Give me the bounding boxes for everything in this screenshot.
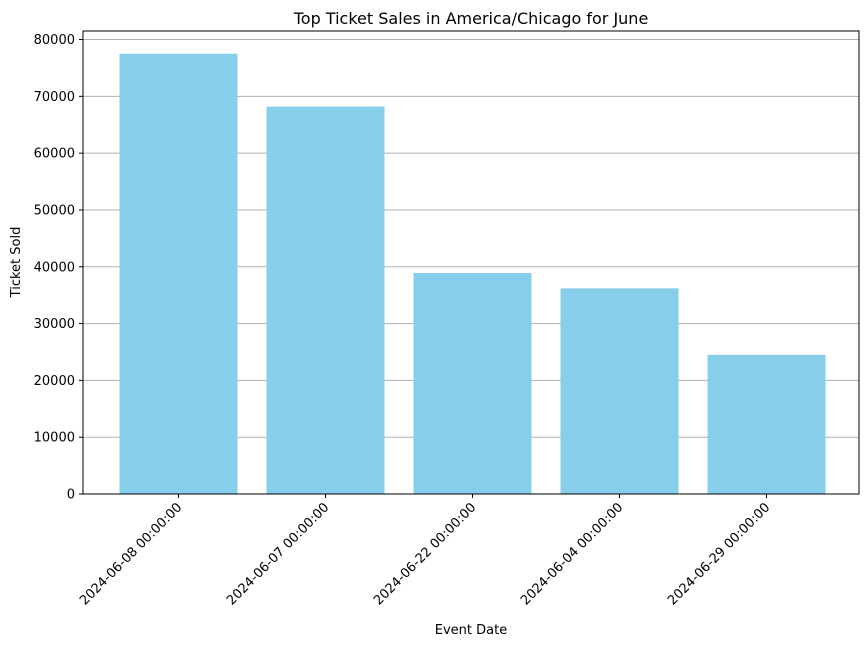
y-tick-label: 0 xyxy=(67,488,75,503)
bar xyxy=(119,53,238,494)
bars xyxy=(119,53,826,494)
y-tick-label: 40000 xyxy=(34,260,75,275)
bar xyxy=(413,273,532,494)
y-tick-label: 80000 xyxy=(34,33,75,48)
chart-title: Top Ticket Sales in America/Chicago for … xyxy=(293,9,649,28)
y-tick-label: 30000 xyxy=(34,317,75,332)
bar xyxy=(266,106,385,494)
x-tick-label: 2024-06-29 00:00:00 xyxy=(665,500,773,608)
y-tick-label: 20000 xyxy=(34,374,75,389)
x-tick-label: 2024-06-08 00:00:00 xyxy=(77,500,185,608)
x-tick-label: 2024-06-04 00:00:00 xyxy=(518,500,626,608)
y-axis-ticks: 0 10000 20000 30000 40000 50000 60000 70000 8000… xyxy=(34,33,83,503)
y-tick-label: 70000 xyxy=(34,90,75,105)
x-tick-label: 2024-06-07 00:00:00 xyxy=(224,500,332,608)
y-tick-label: 60000 xyxy=(34,147,75,162)
x-axis-label: Event Date xyxy=(435,623,507,638)
x-tick-label: 2024-06-22 00:00:00 xyxy=(371,500,479,608)
y-tick-label: 50000 xyxy=(34,203,75,218)
y-tick-label: 10000 xyxy=(34,431,75,446)
bar xyxy=(560,288,679,494)
bar xyxy=(707,354,826,494)
y-axis-label: Ticket Sold xyxy=(9,227,24,299)
plot-frame xyxy=(82,30,860,495)
x-axis-ticks: 2024-06-08 00:00:00 2024-06-07 00:00:00 20… xyxy=(77,494,773,608)
